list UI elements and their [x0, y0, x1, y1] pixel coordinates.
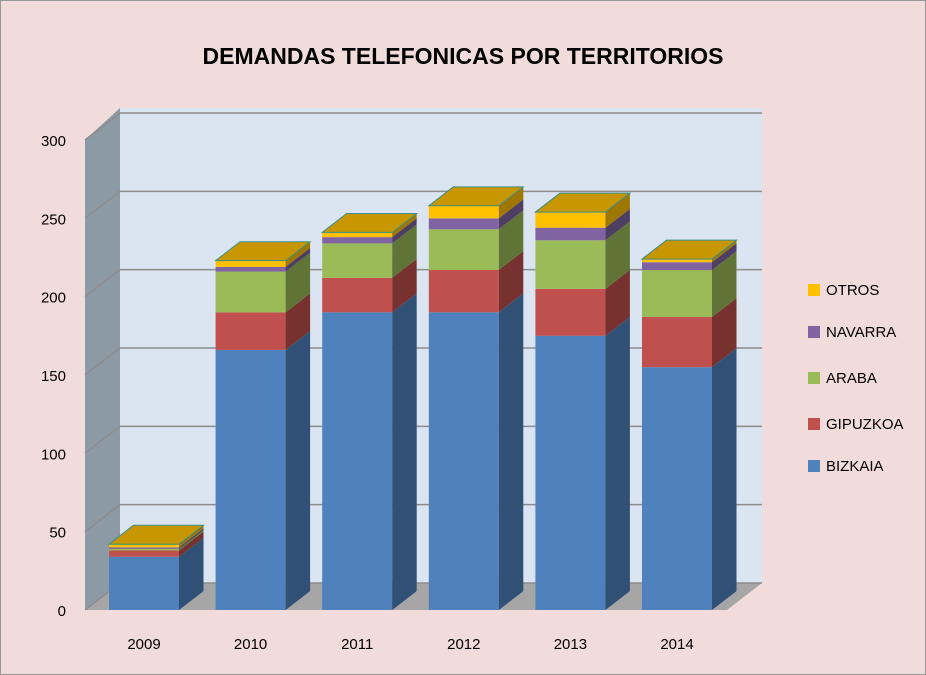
bar-segment — [322, 312, 393, 610]
bar-segment — [215, 271, 286, 313]
bar-side — [392, 224, 417, 278]
bar-segment — [109, 547, 179, 549]
bar-segment — [642, 262, 712, 271]
bar-segment — [109, 556, 179, 610]
legend-label: ARABA — [826, 370, 877, 387]
x-tick-label: 2010 — [234, 636, 267, 653]
bar-side — [285, 293, 311, 350]
bar-top — [214, 241, 312, 262]
bar-segment — [109, 548, 179, 551]
bar-segment — [109, 550, 179, 557]
y-tick-label: 50 — [49, 525, 66, 542]
y-tick-label: 250 — [41, 211, 66, 228]
bar-segment — [322, 237, 393, 244]
bar-segment — [535, 212, 606, 228]
bar-segment — [535, 335, 606, 610]
legend-swatch — [808, 372, 820, 384]
bar-side — [179, 537, 204, 610]
bar-segment — [215, 260, 286, 267]
legend-swatch — [808, 326, 820, 338]
x-tick-label: 2012 — [447, 636, 480, 653]
bar-side — [605, 269, 630, 336]
bar-side — [498, 293, 524, 610]
bar-segment — [428, 312, 499, 610]
y-tick-label: 200 — [41, 290, 66, 307]
bar-side — [392, 293, 417, 610]
bar-segment — [642, 367, 712, 610]
bar-top — [320, 213, 419, 233]
legend-label: BIZKAIA — [826, 458, 884, 475]
legend-label: NAVARRA — [826, 324, 896, 341]
bar-segment — [642, 270, 712, 318]
bar-side — [498, 210, 524, 271]
bar-segment — [535, 227, 606, 241]
bar-top — [533, 192, 632, 213]
bar-segment — [215, 312, 286, 350]
bar-segment — [215, 349, 286, 610]
bar-segment — [322, 277, 393, 313]
x-tick-label: 2009 — [127, 636, 160, 653]
bar-side — [712, 243, 737, 271]
bar-side — [605, 208, 630, 241]
y-tick-label: 300 — [41, 133, 66, 150]
legend-swatch — [808, 284, 820, 296]
bar-top — [427, 186, 525, 207]
bar-side — [285, 331, 311, 610]
bar-segment — [428, 205, 499, 219]
legend-swatch — [808, 418, 820, 430]
bar-side — [179, 530, 204, 551]
bar-side — [392, 218, 417, 244]
bar-side — [498, 199, 524, 230]
x-tick-label: 2011 — [341, 636, 373, 653]
bar-segment — [322, 243, 393, 278]
legend-swatch — [808, 460, 820, 472]
bar-segment — [428, 218, 499, 230]
side-wall — [85, 108, 120, 610]
bar-side — [712, 348, 737, 610]
bar-segment — [109, 544, 179, 548]
bar-segment — [535, 288, 606, 336]
bar-segment — [428, 270, 499, 313]
grid-line — [84, 112, 762, 141]
bar-side — [285, 252, 311, 313]
bar-side — [392, 258, 417, 313]
bar-side — [712, 298, 737, 368]
bar-side — [605, 221, 630, 289]
bar-side — [392, 213, 417, 238]
bar-side — [285, 248, 311, 272]
bar-top — [640, 239, 738, 260]
bar-side — [498, 251, 524, 313]
bar-side — [605, 316, 630, 610]
bar-side — [498, 186, 524, 219]
bar-segment — [535, 240, 606, 289]
legend-label: GIPUZKOA — [826, 416, 904, 433]
bar-side — [605, 193, 630, 228]
y-tick-label: 150 — [41, 368, 66, 385]
bar-side — [712, 240, 737, 263]
bar-segment — [428, 229, 499, 271]
y-tick-label: 100 — [41, 446, 66, 463]
bar-segment — [322, 232, 393, 238]
y-tick-label: 0 — [58, 603, 66, 620]
chart-title: DEMANDAS TELEFONICAS POR TERRITORIOS — [203, 43, 724, 69]
bar-top — [107, 524, 205, 545]
bar-side — [179, 525, 204, 548]
bar-side — [179, 531, 204, 557]
bar-side — [179, 528, 204, 549]
grid-line — [84, 190, 762, 219]
bar-side — [712, 251, 737, 318]
bar-segment — [215, 266, 286, 272]
bar-segment — [642, 259, 712, 263]
legend-label: OTROS — [826, 282, 879, 299]
bar-side — [285, 241, 311, 267]
bar-segment — [642, 317, 712, 368]
x-tick-label: 2013 — [554, 636, 587, 653]
x-tick-label: 2014 — [660, 636, 693, 653]
